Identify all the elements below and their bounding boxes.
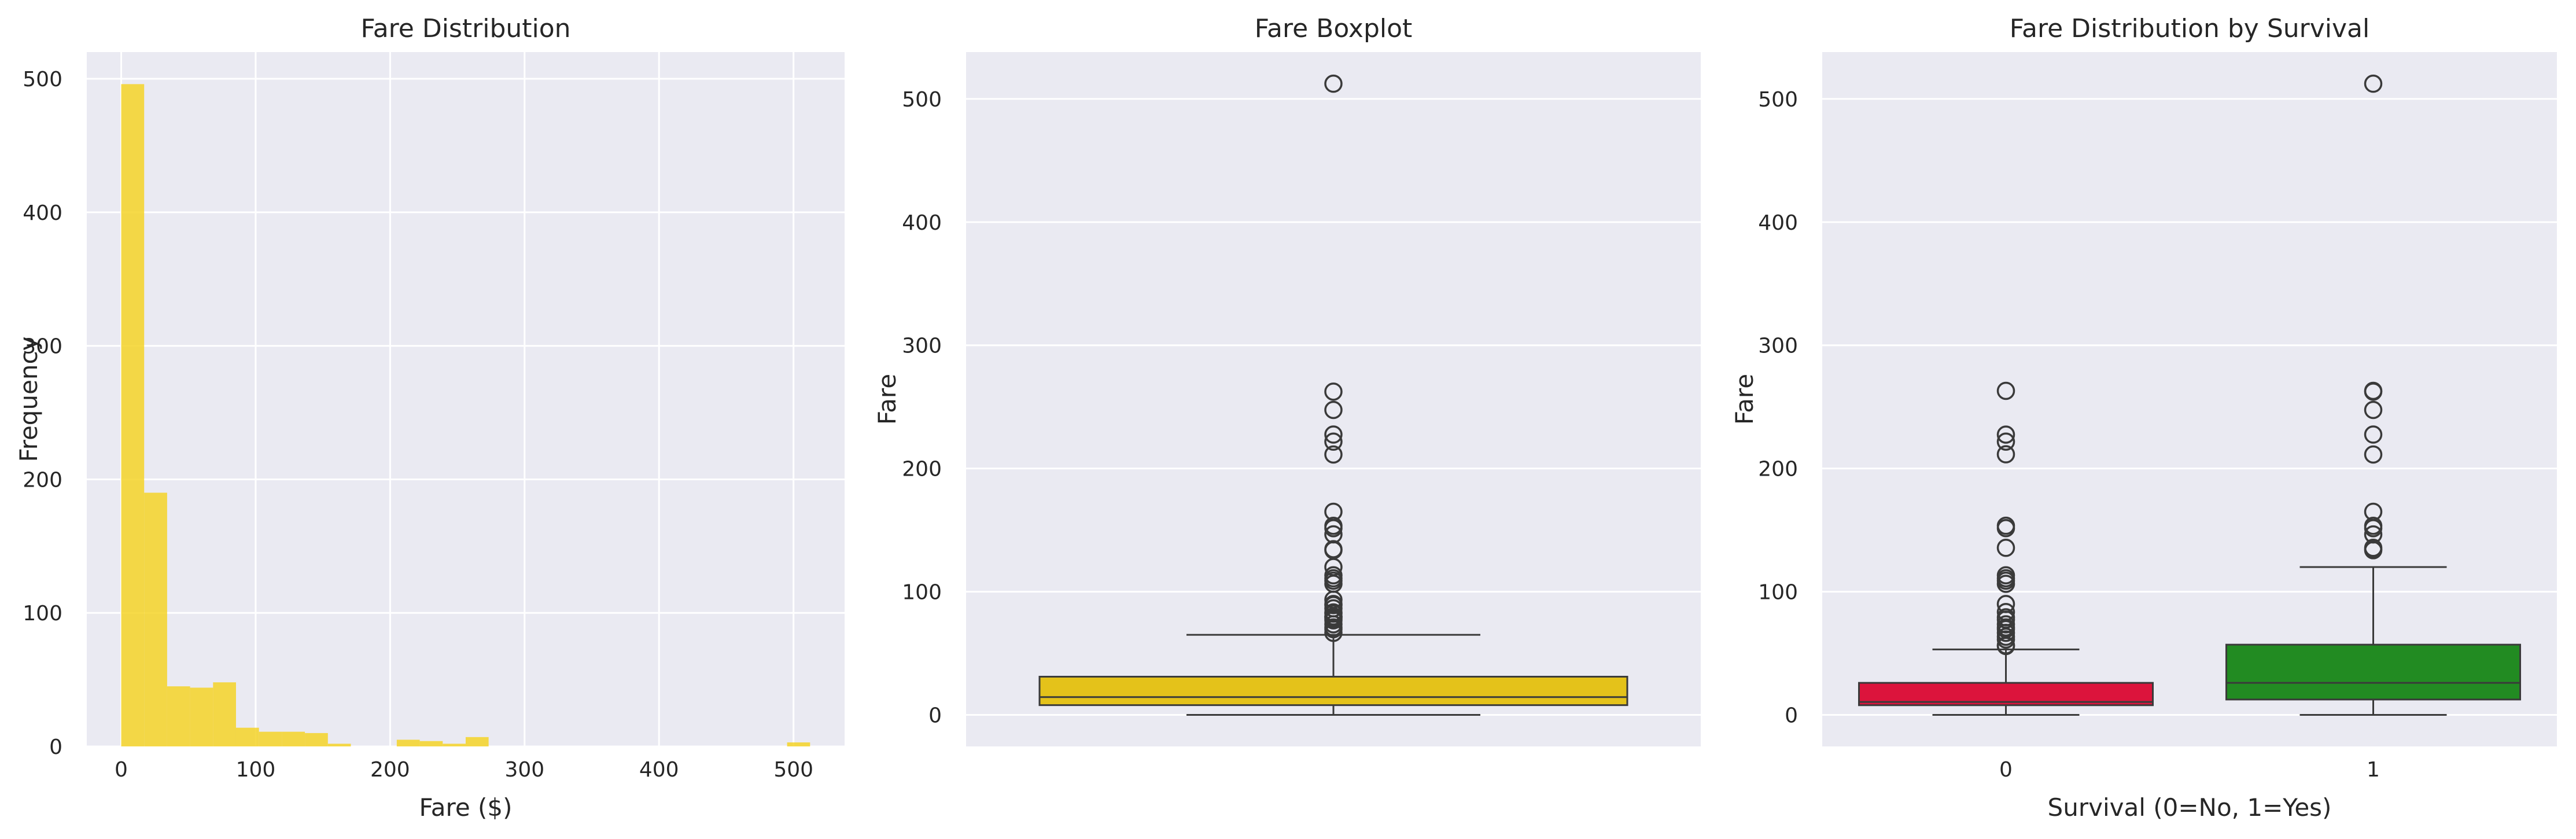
fare-box-outlier bbox=[1324, 566, 1343, 585]
survival-0-box-outlier bbox=[1996, 539, 2015, 557]
hist-ytick-label: 300 bbox=[23, 335, 62, 359]
boxplot-ticks: 0 100 200 300 400 500 bbox=[902, 88, 942, 728]
hist-bar bbox=[305, 733, 328, 746]
survival-marks bbox=[1858, 74, 2521, 716]
boxplot-ytick-label: 300 bbox=[902, 334, 942, 358]
fare-box-outlier bbox=[1324, 517, 1343, 535]
hist-grid bbox=[87, 52, 845, 748]
hist-bar bbox=[259, 731, 282, 746]
fare-box-outlier bbox=[1324, 74, 1343, 93]
hist-title: Fare Distribution bbox=[360, 14, 570, 43]
survival-ytick-label: 200 bbox=[1758, 458, 1798, 481]
hist-bar bbox=[787, 742, 810, 746]
survival-1-box-outlier bbox=[2364, 425, 2383, 444]
survival-xtick-label: 0 bbox=[1999, 758, 2013, 782]
survival-0-box-outlier bbox=[1996, 595, 2015, 613]
survival-0-box-outlier bbox=[1996, 381, 2015, 400]
survival-1-box-outlier bbox=[2364, 381, 2383, 400]
survival-1-box-outlier bbox=[2364, 539, 2383, 557]
fare-box-outlier bbox=[1324, 400, 1343, 420]
hist-bar bbox=[396, 739, 420, 746]
boxplot-title: Fare Boxplot bbox=[1255, 14, 1413, 43]
survival-0-box-outlier bbox=[1996, 425, 2015, 444]
hist-ytick-label: 100 bbox=[23, 602, 62, 625]
survival-0-box-outlier bbox=[1996, 602, 2015, 621]
hist-bar bbox=[235, 727, 259, 746]
survival-0-box-outlier bbox=[1996, 445, 2015, 463]
boxplot-ylabel: Fare bbox=[873, 374, 901, 425]
hist-bar bbox=[282, 731, 305, 746]
survival-xlabel: Survival (0=No, 1=Yes) bbox=[2048, 793, 2332, 822]
survival-grid bbox=[1822, 98, 2557, 716]
hist-bar bbox=[419, 741, 443, 746]
hist-xtick-label: 500 bbox=[773, 758, 813, 782]
fare-box-outlier bbox=[1324, 595, 1343, 613]
boxplot-ytick-label: 100 bbox=[902, 581, 942, 605]
hist-ytick-label: 200 bbox=[23, 468, 62, 492]
hist-bar bbox=[121, 84, 145, 746]
survival-ytick-label: 300 bbox=[1758, 334, 1798, 358]
hist-bar bbox=[213, 682, 236, 746]
survival-0-box-outlier bbox=[1996, 608, 2015, 627]
hist-ytick-label: 0 bbox=[49, 735, 62, 759]
fare-box-outlier bbox=[1324, 525, 1343, 544]
survival-ylabel: Fare bbox=[1730, 374, 1759, 425]
boxplot-ytick-label: 200 bbox=[902, 458, 942, 481]
boxplot-ytick-label: 0 bbox=[928, 704, 942, 727]
survival-0-box-outlier bbox=[1996, 566, 2015, 585]
survival-ytick-label: 100 bbox=[1758, 581, 1798, 605]
boxplot-ytick-label: 500 bbox=[902, 88, 942, 112]
hist-xtick-label: 0 bbox=[115, 758, 128, 782]
boxplot-marks bbox=[1038, 74, 1628, 716]
survival-boxplot-panel: 0 100 200 300 400 500 0 1 Fare Distribution by … bbox=[1730, 14, 2557, 822]
hist-ticks: 0 100 200 300 400 500 0 100 200 300 400 500 bbox=[23, 68, 813, 782]
fare-box-outlier bbox=[1324, 432, 1343, 451]
survival-1-box-outlier bbox=[2364, 525, 2383, 544]
hist-xtick-label: 300 bbox=[504, 758, 544, 782]
survival-ytick-label: 400 bbox=[1758, 211, 1798, 235]
survival-1-box-outlier bbox=[2364, 445, 2383, 464]
hist-bar bbox=[443, 744, 466, 746]
boxplot-ytick-label: 400 bbox=[902, 211, 942, 235]
survival-1-box-outlier bbox=[2364, 517, 2383, 535]
hist-ytick-label: 400 bbox=[23, 201, 62, 225]
survival-1-box-outlier bbox=[2364, 400, 2383, 420]
boxplot-panel: 0 100 200 300 400 500 Fare Boxplot Fare bbox=[873, 14, 1701, 746]
survival-1-box-outlier bbox=[2364, 74, 2383, 93]
hist-bar bbox=[144, 492, 167, 746]
hist-panel: 0 100 200 300 400 500 0 100 200 300 400 500 Fare Di… bbox=[14, 14, 845, 822]
hist-bars bbox=[121, 84, 810, 746]
fare-box-box bbox=[1038, 675, 1628, 706]
hist-bar bbox=[465, 737, 489, 746]
hist-bar bbox=[190, 687, 213, 746]
hist-bar bbox=[327, 744, 351, 746]
fare-box-outlier bbox=[1324, 445, 1343, 464]
hist-xtick-label: 400 bbox=[639, 758, 679, 782]
survival-ticks: 0 100 200 300 400 500 0 1 bbox=[1758, 88, 2380, 782]
survival-1-box-box bbox=[2225, 643, 2521, 701]
hist-bar bbox=[167, 686, 190, 746]
fare-box-outlier bbox=[1324, 382, 1343, 401]
survival-1-box-outlier bbox=[2364, 502, 2383, 521]
survival-0-box-outlier bbox=[1996, 516, 2015, 535]
hist-plot-area bbox=[87, 52, 845, 746]
hist-xlabel: Fare ($) bbox=[419, 793, 512, 822]
fare-box-outlier bbox=[1324, 540, 1343, 558]
survival-0-box-outlier bbox=[1996, 615, 2015, 634]
survival-xtick-label: 1 bbox=[2367, 758, 2380, 782]
fare-box-outlier bbox=[1324, 502, 1343, 521]
survival-title: Fare Distribution by Survival bbox=[2010, 14, 2369, 43]
hist-ylabel: Frequency bbox=[14, 337, 43, 462]
hist-ytick-label: 500 bbox=[23, 68, 62, 91]
survival-ytick-label: 500 bbox=[1758, 88, 1798, 112]
hist-xtick-label: 100 bbox=[236, 758, 276, 782]
fare-box-outlier bbox=[1324, 425, 1343, 444]
survival-0-box-outlier bbox=[1996, 432, 2015, 451]
hist-xtick-label: 200 bbox=[370, 758, 410, 782]
survival-plot-area bbox=[1822, 52, 2557, 746]
survival-ytick-label: 0 bbox=[1785, 704, 1798, 727]
